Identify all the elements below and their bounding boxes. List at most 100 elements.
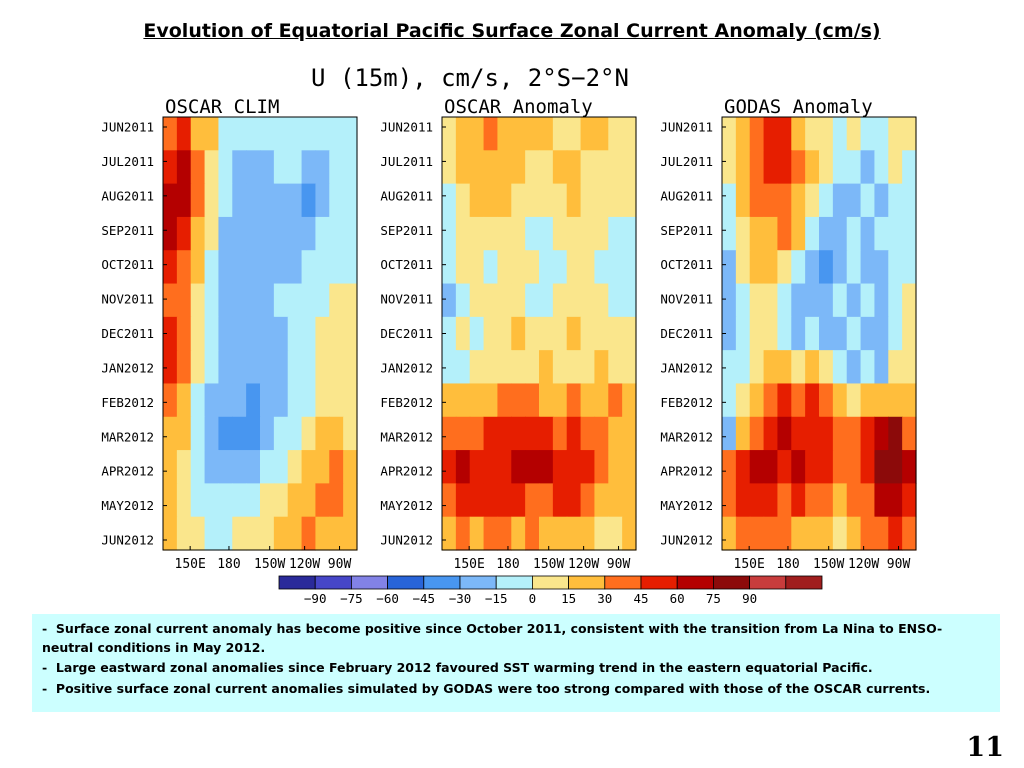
heatmap-cell — [497, 483, 512, 518]
heatmap-cell — [287, 416, 303, 451]
heatmap-cell — [176, 283, 192, 318]
heatmap-cell — [511, 117, 526, 151]
heatmap-cell — [315, 483, 330, 518]
heatmap-cell — [902, 183, 917, 218]
heatmap-cell — [273, 416, 289, 451]
heatmap-cell — [777, 183, 792, 218]
heatmap-cell — [622, 483, 637, 518]
heatmap-cell — [722, 250, 737, 285]
heatmap-cell — [763, 250, 779, 285]
heatmap-cell — [455, 117, 471, 151]
heatmap-cell — [539, 483, 554, 518]
heatmap-cell — [525, 250, 540, 285]
heatmap-cell — [539, 150, 554, 185]
heatmap-cell — [805, 183, 820, 218]
heatmap-cell — [902, 316, 917, 351]
lon-tick-label: 90W — [887, 557, 911, 572]
heatmap-cell — [525, 316, 540, 351]
heatmap-cell — [469, 250, 485, 285]
heatmap-cell — [329, 483, 344, 518]
heatmap-cell — [566, 117, 582, 151]
heatmap-cell — [777, 450, 792, 484]
heatmap-cell — [204, 350, 220, 385]
heatmap-cell — [301, 483, 317, 518]
heatmap-cell — [777, 117, 792, 151]
heatmap-cell — [722, 350, 737, 385]
heatmap-cell — [608, 316, 623, 351]
heatmap-cell — [260, 516, 275, 551]
heatmap-cell — [455, 316, 471, 351]
heatmap-cell — [888, 316, 903, 351]
panel-title: GODAS Anomaly — [724, 96, 873, 118]
heatmap-cell — [805, 150, 820, 185]
heatmap-cell — [246, 383, 261, 418]
heatmap-cell — [497, 283, 512, 318]
heatmap-cell — [860, 416, 876, 451]
heatmap-cell — [442, 117, 457, 151]
heatmap-cell — [749, 216, 765, 251]
heatmap-cell — [791, 283, 806, 318]
heatmap-cell — [273, 483, 289, 518]
time-tick-label: DEC2011 — [101, 326, 154, 341]
heatmap-cell — [749, 450, 765, 484]
colorbar-tick-label: −30 — [449, 591, 472, 606]
heatmap-cell — [190, 150, 206, 185]
heatmap-cell — [497, 250, 512, 285]
heatmap-cell — [260, 150, 275, 185]
heatmap-cell — [469, 383, 485, 418]
time-tick-label: JUL2011 — [101, 154, 154, 169]
heatmap-cell — [819, 316, 834, 351]
heatmap-cell — [469, 117, 485, 151]
heatmap-cell — [511, 250, 526, 285]
heatmap-cell — [888, 150, 903, 185]
heatmap-cell — [791, 416, 806, 451]
heatmap-cell — [805, 350, 820, 385]
heatmap-cell — [455, 250, 471, 285]
heatmap-cell — [260, 250, 275, 285]
heatmap-cell — [777, 316, 792, 351]
heatmap-cell — [497, 150, 512, 185]
heatmap-cell — [232, 416, 247, 451]
time-tick-label: MAY2012 — [380, 498, 433, 513]
heatmap-cell — [539, 216, 554, 251]
heatmap-cell — [260, 450, 275, 484]
heatmap-cell — [469, 283, 485, 318]
heatmap-cell — [749, 150, 765, 185]
heatmap-cell — [287, 383, 303, 418]
heatmap-cell — [763, 316, 779, 351]
heatmap-cell — [287, 250, 303, 285]
heatmap-cell — [218, 350, 233, 385]
panel-2: OSCAR Anomaly JUN2011 JUL2011 AUG2011 SEP201… — [380, 96, 637, 572]
heatmap-cell — [301, 216, 317, 251]
heatmap-cell — [469, 183, 485, 218]
heatmap-cell — [832, 216, 848, 251]
heatmap-cell — [791, 316, 806, 351]
heatmap-cell — [315, 350, 330, 385]
heatmap-cell — [329, 216, 344, 251]
heatmap-cell — [190, 316, 206, 351]
time-tick-label: OCT2011 — [660, 257, 713, 272]
heatmap-cell — [190, 516, 206, 551]
heatmap-cell — [749, 483, 765, 518]
heatmap-cell — [902, 216, 917, 251]
heatmap-cell — [594, 117, 609, 151]
heatmap-cell — [246, 117, 261, 151]
heatmap-cell — [819, 183, 834, 218]
heatmap-cell — [246, 316, 261, 351]
heatmap-cell — [163, 350, 178, 385]
heatmap-cell — [805, 117, 820, 151]
heatmap-cell — [301, 383, 317, 418]
heatmap-cell — [260, 350, 275, 385]
heatmap-cell — [176, 350, 192, 385]
heatmap-cell — [497, 316, 512, 351]
heatmap-cell — [260, 283, 275, 318]
heatmap-cell — [749, 316, 765, 351]
heatmap-cell — [594, 183, 609, 218]
heatmap-cell — [819, 450, 834, 484]
heatmap-cell — [232, 283, 247, 318]
heatmap-cell — [832, 516, 848, 551]
heatmap-cell — [608, 483, 623, 518]
heatmap-cell — [301, 183, 317, 218]
heatmap-cell — [232, 183, 247, 218]
heatmap-cell — [315, 516, 330, 551]
